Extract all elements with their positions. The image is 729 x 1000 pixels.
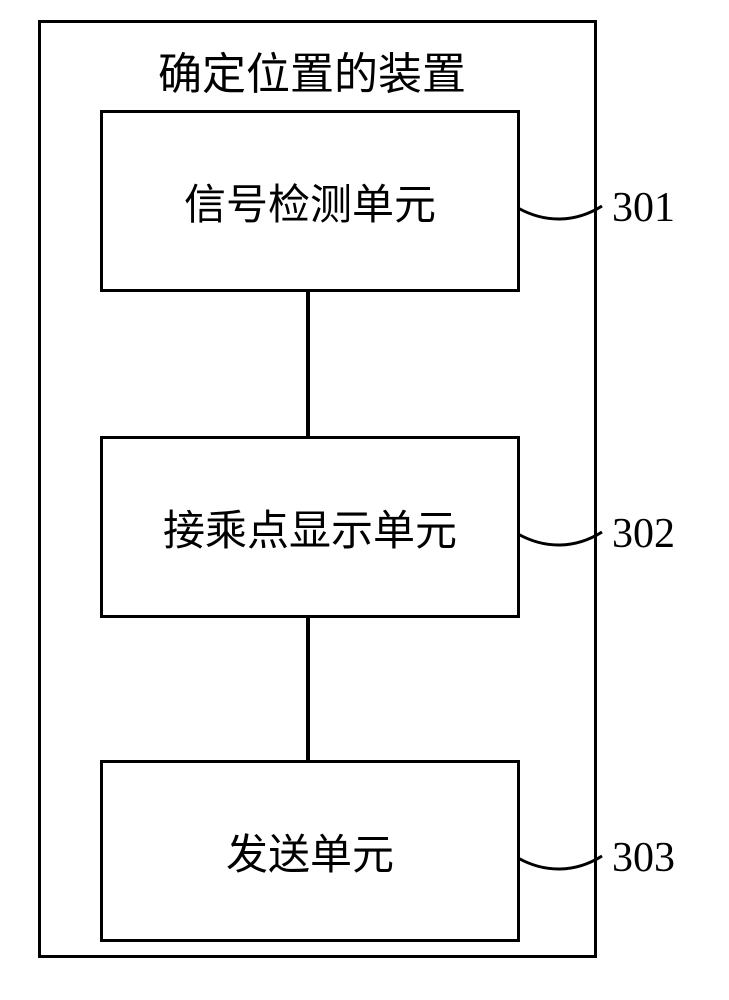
diagram-canvas: 确定位置的装置 信号检测单元 接乘点显示单元 发送单元 301 302 303 <box>0 0 729 1000</box>
ref-label-303: 303 <box>612 834 675 882</box>
